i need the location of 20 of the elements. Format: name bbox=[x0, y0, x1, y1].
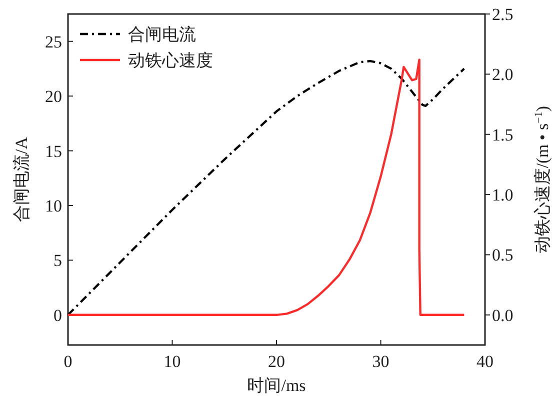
y-tick-label: 0 bbox=[54, 306, 62, 325]
legend-label: 合闸电流 bbox=[128, 25, 196, 44]
x-tick-label: 20 bbox=[268, 352, 285, 371]
y2-tick-label: 1.5 bbox=[492, 125, 514, 144]
y2-tick-label: 2.5 bbox=[492, 5, 514, 24]
x-axis-title: 时间/ms bbox=[247, 376, 306, 395]
legend-label: 动铁心速度 bbox=[128, 51, 213, 70]
y-tick-label: 25 bbox=[45, 32, 62, 52]
y2-tick-label: 2.0 bbox=[492, 65, 514, 84]
y-tick-label: 20 bbox=[45, 87, 62, 106]
x-tick-label: 40 bbox=[476, 352, 494, 371]
y2-tick-label: 1.0 bbox=[492, 186, 514, 205]
y2-tick-label: 0.5 bbox=[492, 246, 514, 265]
y-tick-label: 15 bbox=[45, 142, 62, 161]
x-tick-label: 10 bbox=[164, 352, 181, 371]
y2-tick-label: 0.0 bbox=[492, 306, 514, 325]
y-tick-label: 5 bbox=[54, 251, 62, 270]
y-axis-title: 合闸电流/A bbox=[12, 136, 31, 222]
y-tick-label: 10 bbox=[45, 196, 62, 216]
x-tick-label: 30 bbox=[372, 352, 390, 371]
